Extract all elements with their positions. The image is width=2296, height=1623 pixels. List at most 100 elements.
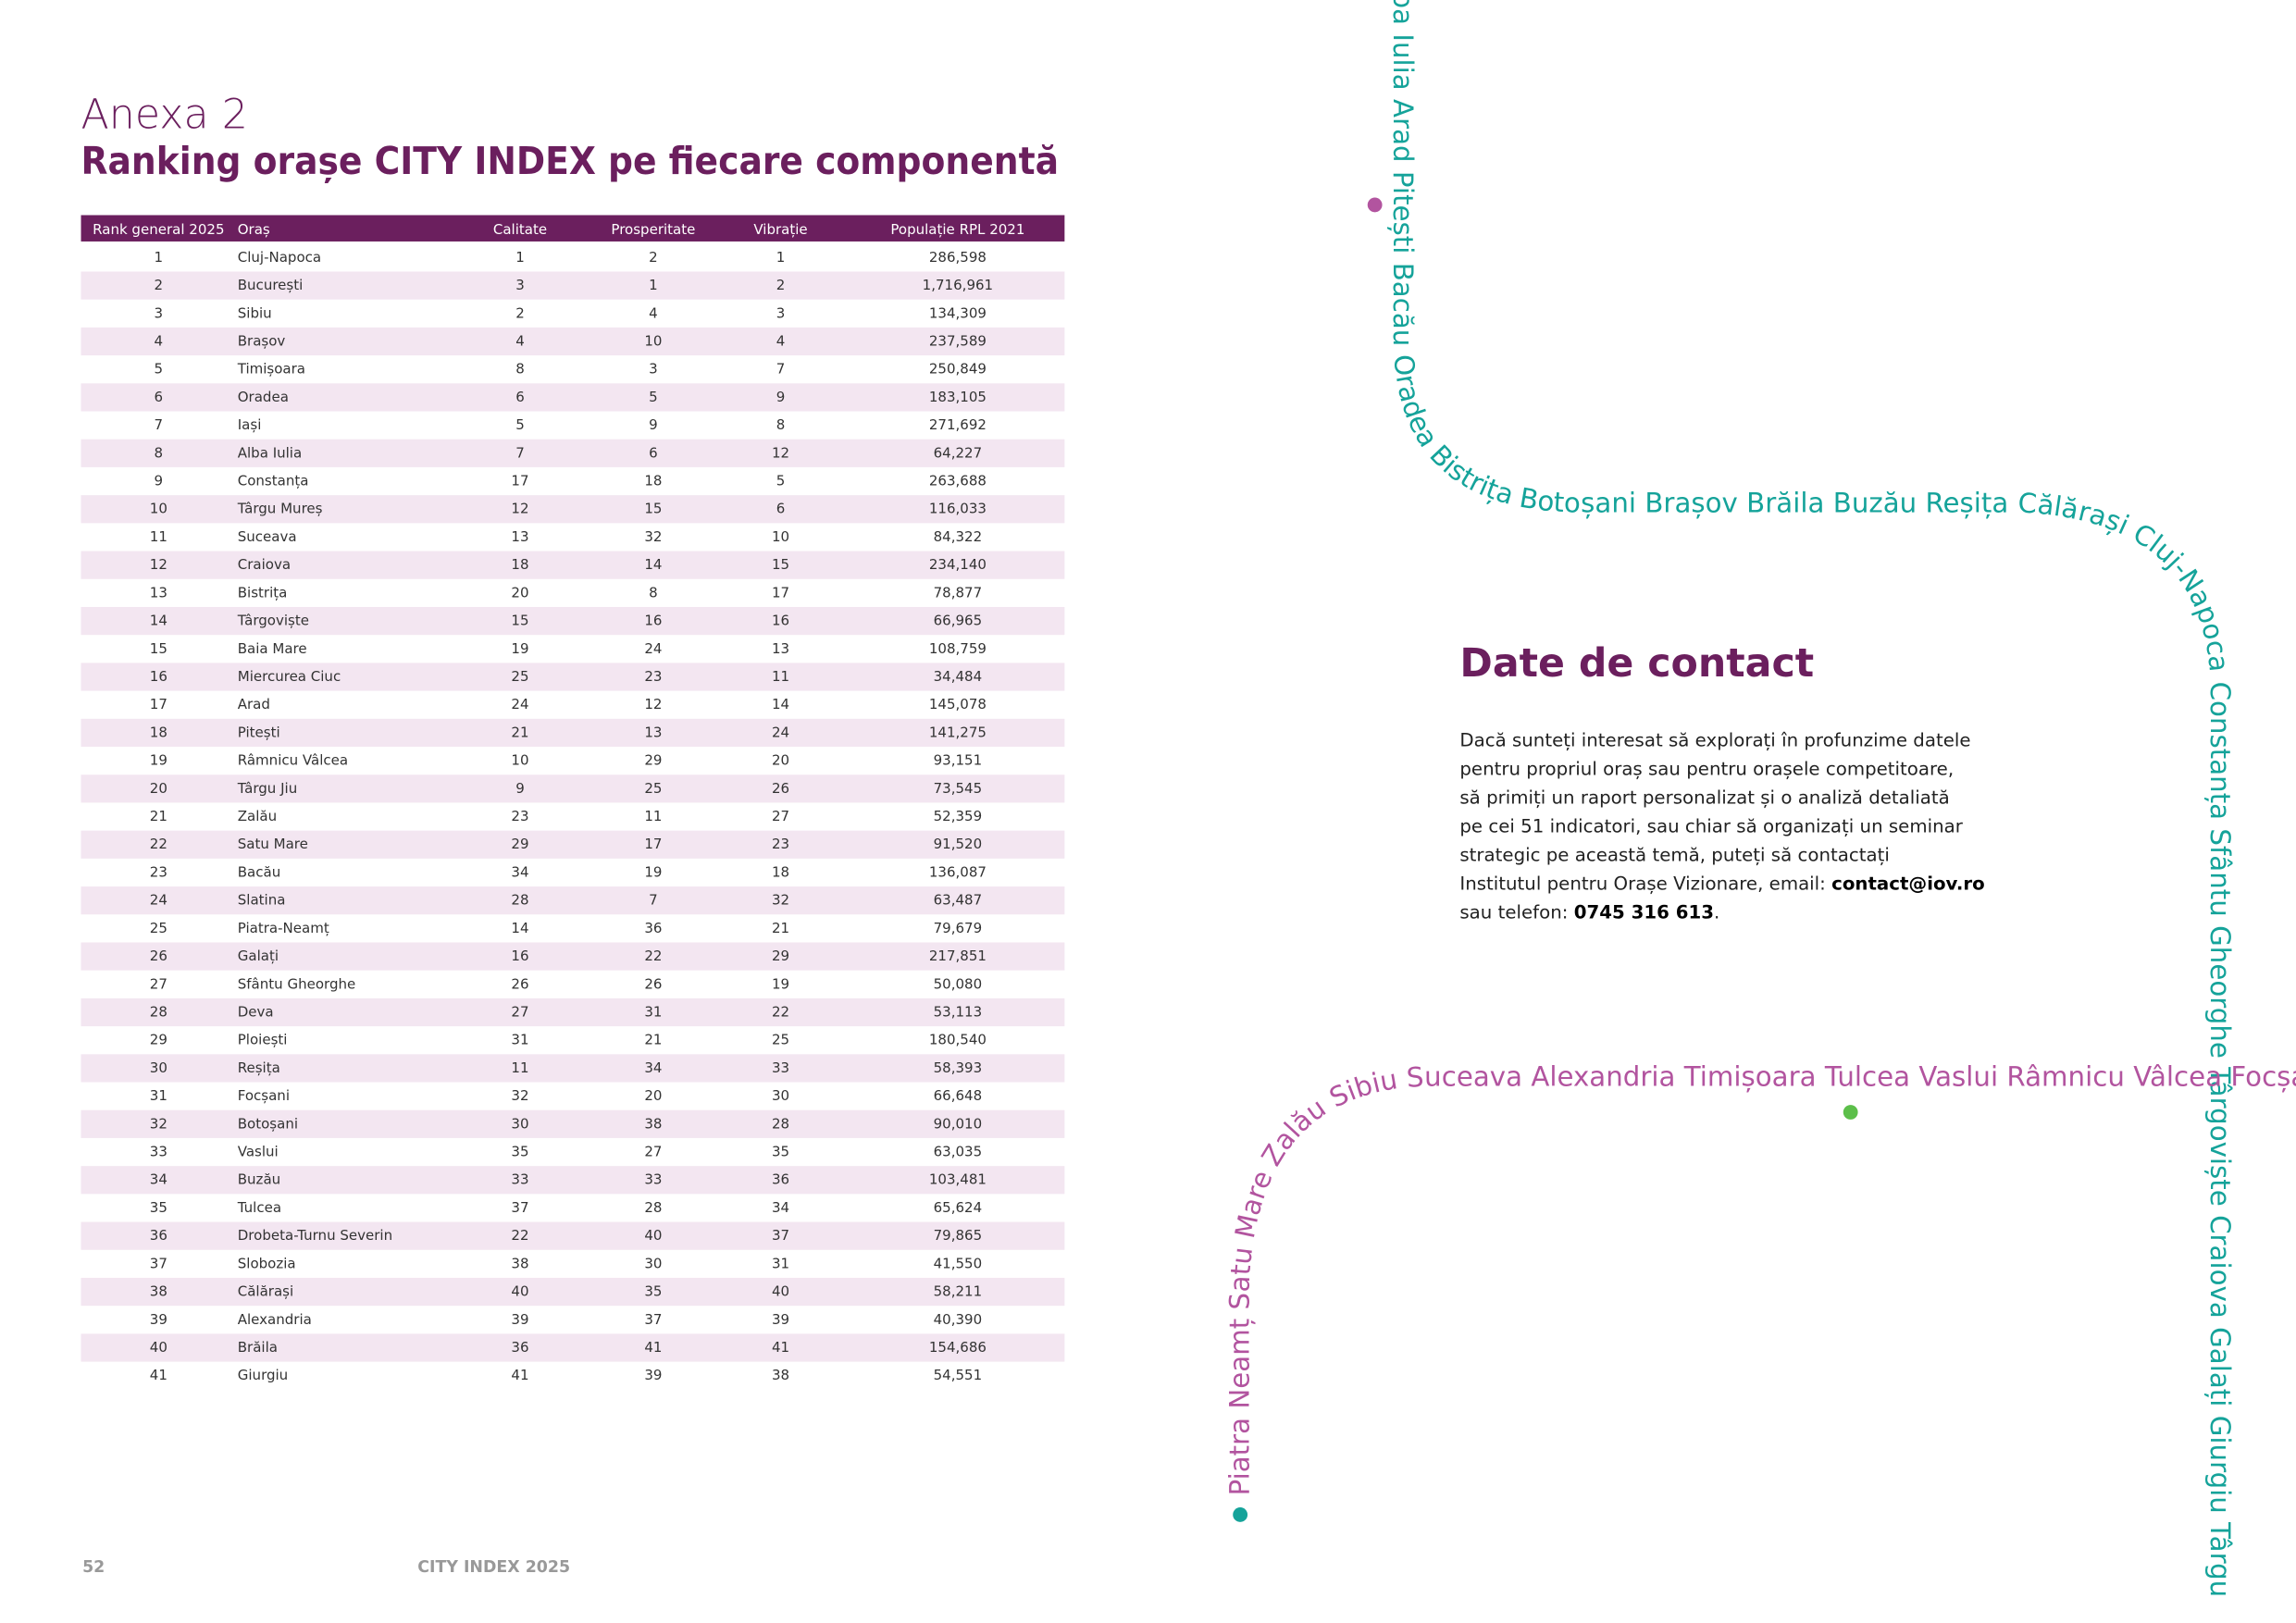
table-cell: 19 (772, 975, 789, 992)
table-cell: 2 (776, 277, 786, 293)
table-cell: 35 (150, 1199, 168, 1216)
table-cell: Ploiești (238, 1032, 288, 1048)
table-cell: 15 (772, 556, 789, 573)
table-cell: 36 (511, 1339, 528, 1356)
table-cell: 1,716,961 (923, 277, 993, 293)
table-cell: 9 (515, 780, 525, 797)
table-cell: 15 (511, 613, 528, 629)
table-cell: 7 (776, 361, 786, 378)
table-cell: 1 (649, 277, 658, 293)
table-cell: Galați (238, 948, 279, 964)
row-stripe (81, 886, 1065, 915)
table-cell: 20 (511, 584, 528, 601)
contact-line: pe cei 51 indicatori, sau chiar să organ… (1459, 815, 1963, 836)
table-cell: 27 (644, 1144, 662, 1160)
table-cell: 13 (644, 724, 662, 740)
table-cell: 141,275 (929, 724, 987, 740)
table-cell: 79,865 (934, 1227, 983, 1244)
contact-line: Institutul pentru Orașe Vizionare, email… (1459, 873, 1984, 894)
contact-text: să primiți un raport personalizat și o a… (1459, 787, 1949, 808)
table-cell: 64,227 (934, 444, 983, 461)
contact-text: contact@iov.ro (1831, 873, 1985, 894)
row-stripe (81, 1333, 1065, 1362)
table-cell: 21 (150, 808, 168, 824)
table-cell: 17 (150, 696, 168, 712)
row-stripe (81, 271, 1065, 300)
table-cell: 52,359 (934, 808, 983, 824)
table-cell: 12 (150, 556, 168, 573)
table-cell: 32 (511, 1087, 528, 1104)
table-cell: Cluj-Napoca (238, 249, 321, 266)
table-cell: 11 (511, 1059, 528, 1076)
table-cell: 34 (511, 863, 528, 880)
table-cell: 108,759 (929, 640, 987, 657)
contact-line: Dacă sunteți interesat să explorați în p… (1459, 729, 1970, 750)
table-cell: 17 (772, 584, 789, 601)
table-cell: 38 (511, 1255, 528, 1271)
table-cell: 23 (644, 668, 662, 685)
table-cell: 35 (644, 1283, 662, 1300)
row-stripe (81, 942, 1065, 971)
table-cell: Constanța (238, 473, 309, 489)
table-cell: 84,322 (934, 528, 983, 545)
table-cell: 32 (150, 1115, 168, 1132)
table-cell: 31 (511, 1032, 528, 1048)
table-cell: 30 (511, 1115, 528, 1132)
table-cell: 26 (772, 780, 789, 797)
table-cell: 22 (772, 1003, 789, 1020)
table-cell: 7 (515, 444, 525, 461)
table-cell: 34 (644, 1059, 662, 1076)
table-cell: Pitești (238, 724, 280, 740)
table-cell: 31 (772, 1255, 789, 1271)
table-cell: 3 (649, 361, 658, 378)
contact-text: . (1714, 901, 1719, 923)
column-header: Populație RPL 2021 (890, 221, 1024, 238)
table-cell: 36 (150, 1227, 168, 1244)
column-header: Rank general 2025 (93, 221, 224, 238)
table-cell: 23 (150, 863, 168, 880)
table-cell: 26 (511, 975, 528, 992)
table-cell: 32 (772, 892, 789, 909)
table-cell: 38 (150, 1283, 168, 1300)
table-cell: 22 (150, 836, 168, 852)
table-cell: 154,686 (929, 1339, 987, 1356)
row-stripe (81, 327, 1065, 356)
table-cell: 40 (511, 1283, 528, 1300)
table-cell: 90,010 (934, 1115, 983, 1132)
table-cell: 17 (644, 836, 662, 852)
table-cell: 29 (772, 948, 789, 964)
table-cell: 263,688 (929, 473, 987, 489)
table-cell: 10 (772, 528, 789, 545)
table-cell: Brăila (238, 1339, 278, 1356)
table-cell: 24 (772, 724, 789, 740)
table-cell: 40 (150, 1339, 168, 1356)
table-cell: 66,648 (934, 1087, 983, 1104)
row-stripe (81, 1054, 1065, 1083)
table-cell: Deva (238, 1003, 274, 1020)
contact-text: pe cei 51 indicatori, sau chiar să organ… (1459, 815, 1963, 836)
table-cell: 38 (772, 1367, 789, 1383)
table-cell: 5 (515, 416, 525, 433)
table-cell: 237,589 (929, 332, 987, 349)
table-cell: 14 (772, 696, 789, 712)
table-cell: 2 (155, 277, 164, 293)
table-cell: 7 (649, 892, 658, 909)
table-cell: 4 (649, 304, 658, 321)
row-stripe (81, 551, 1065, 579)
table-cell: 33 (772, 1059, 789, 1076)
table-cell: 10 (511, 752, 528, 769)
table-cell: 8 (776, 416, 786, 433)
table-cell: 16 (511, 948, 528, 964)
table-cell: 286,598 (929, 249, 987, 266)
table-cell: Oradea (238, 389, 289, 405)
table-cell: Târgu Mureș (237, 501, 323, 517)
table-cell: 39 (511, 1311, 528, 1328)
table-cell: 30 (150, 1059, 168, 1076)
page-number: 52 (82, 1558, 105, 1577)
dot (1843, 1105, 1858, 1120)
table-cell: 91,520 (934, 836, 983, 852)
table-cell: 16 (772, 613, 789, 629)
table-cell: Craiova (238, 556, 291, 573)
table-cell: 33 (150, 1144, 168, 1160)
table-cell: 15 (644, 501, 662, 517)
